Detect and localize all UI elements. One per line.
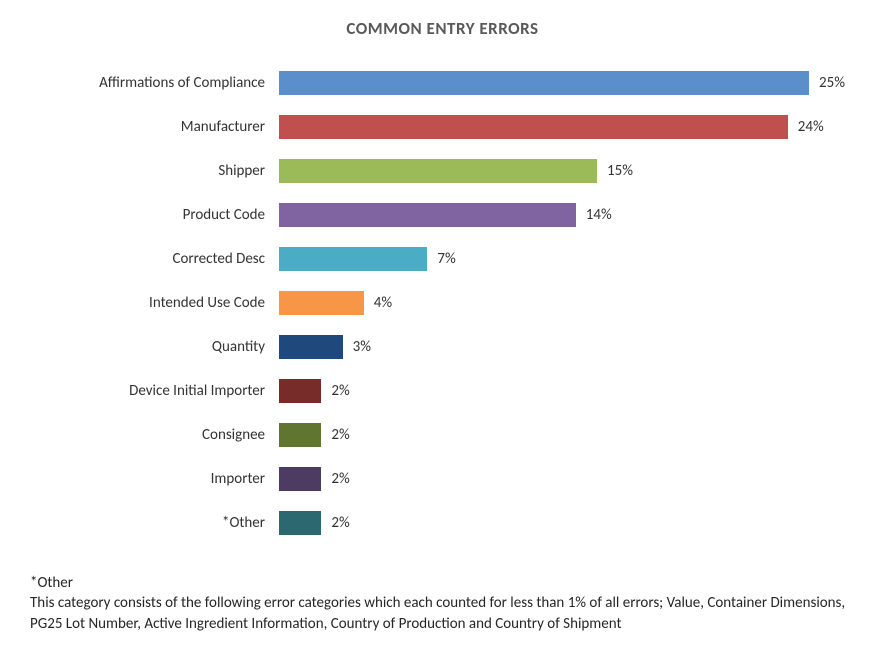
value-label: 7% — [437, 250, 455, 268]
category-label: Manufacturer — [30, 118, 279, 136]
category-label: *Other — [30, 514, 279, 532]
bar-track: 14% — [279, 203, 855, 227]
value-label: 2% — [331, 514, 349, 532]
value-label: 25% — [819, 74, 845, 92]
bar-row: Product Code 14% — [30, 193, 855, 237]
value-label: 4% — [374, 294, 392, 312]
category-label: Corrected Desc — [30, 250, 279, 268]
category-label: Device Initial Importer — [30, 382, 279, 400]
footnote-body: This category consists of the following … — [30, 594, 845, 632]
bar — [279, 203, 576, 227]
bar-row: Intended Use Code 4% — [30, 281, 855, 325]
bar-track: 2% — [279, 467, 855, 491]
bar-track: 15% — [279, 159, 855, 183]
value-label: 2% — [331, 426, 349, 444]
footnote: *Other This category consists of the fol… — [30, 573, 850, 634]
bar — [279, 291, 364, 315]
category-label: Intended Use Code — [30, 294, 279, 312]
bar-row: Corrected Desc 7% — [30, 237, 855, 281]
bar-row: Quantity 3% — [30, 325, 855, 369]
value-label: 2% — [331, 382, 349, 400]
bar-chart: Affirmations of Compliance 25% Manufacture… — [30, 61, 855, 545]
bar-row: Affirmations of Compliance 25% — [30, 61, 855, 105]
bar — [279, 115, 788, 139]
category-label: Affirmations of Compliance — [30, 74, 279, 92]
bar-row: Device Initial Importer 2% — [30, 369, 855, 413]
bar-row: Manufacturer 24% — [30, 105, 855, 149]
bar-track: 2% — [279, 511, 855, 535]
bar — [279, 467, 321, 491]
bar — [279, 379, 321, 403]
value-label: 15% — [607, 162, 633, 180]
category-label: Consignee — [30, 426, 279, 444]
bar-row: *Other 2% — [30, 501, 855, 545]
bar — [279, 247, 427, 271]
chart-title: COMMON ENTRY ERRORS — [30, 18, 855, 39]
category-label: Product Code — [30, 206, 279, 224]
bar-track: 25% — [279, 71, 855, 95]
bar — [279, 511, 321, 535]
chart-container: COMMON ENTRY ERRORS Affirmations of Comp… — [0, 0, 885, 634]
bar-track: 4% — [279, 291, 855, 315]
bar — [279, 71, 809, 95]
value-label: 3% — [353, 338, 371, 356]
bar-row: Consignee 2% — [30, 413, 855, 457]
bar-track: 24% — [279, 115, 855, 139]
footnote-heading: *Other — [30, 573, 850, 593]
bar — [279, 335, 343, 359]
category-label: Quantity — [30, 338, 279, 356]
bar-track: 3% — [279, 335, 855, 359]
bar-track: 2% — [279, 423, 855, 447]
value-label: 24% — [798, 118, 824, 136]
bar — [279, 159, 597, 183]
category-label: Importer — [30, 470, 279, 488]
bar-track: 7% — [279, 247, 855, 271]
value-label: 2% — [331, 470, 349, 488]
bar-track: 2% — [279, 379, 855, 403]
category-label: Shipper — [30, 162, 279, 180]
bar-row: Shipper 15% — [30, 149, 855, 193]
bar — [279, 423, 321, 447]
value-label: 14% — [586, 206, 612, 224]
bar-row: Importer 2% — [30, 457, 855, 501]
